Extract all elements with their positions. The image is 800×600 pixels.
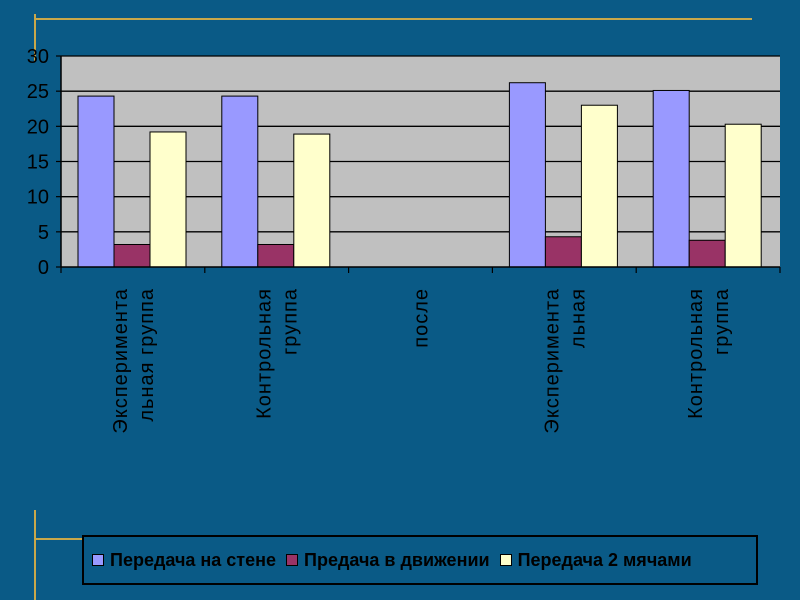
- bar: [113, 243, 151, 268]
- y-tick-label: 10: [27, 187, 49, 209]
- bar: [688, 239, 726, 268]
- x-category-label-line: группа: [711, 288, 733, 355]
- x-category-label-line: льная группа: [136, 288, 158, 422]
- y-tick-label: 30: [27, 46, 49, 68]
- x-category-label-line: Эксперимента: [110, 288, 132, 434]
- bar: [724, 123, 762, 268]
- legend-swatch: [92, 554, 104, 566]
- y-tick-labels: 0 5 10 15 20 25 30: [27, 46, 49, 279]
- bar: [508, 82, 546, 268]
- chart-legend: Передача на стене Предача в движении Пер…: [82, 535, 758, 585]
- x-category-label-line: Контрольная: [254, 288, 276, 419]
- bar: [580, 104, 618, 268]
- legend-label: Передача 2 мячами: [517, 549, 692, 570]
- bar: [221, 95, 259, 268]
- legend-item: Передача на стене: [92, 550, 276, 571]
- legend-item: Передача 2 мячами: [499, 549, 692, 571]
- y-tick-label: 0: [38, 257, 49, 279]
- bar: [149, 131, 187, 268]
- x-category-label: Эксперимента льная: [541, 288, 589, 434]
- bar: [293, 133, 331, 268]
- x-category-label-line: Эксперимента: [541, 288, 563, 434]
- decorative-top-line: [36, 18, 752, 20]
- y-tick-label: 20: [27, 116, 49, 138]
- x-category-label-line: группа: [280, 288, 302, 355]
- y-tick-label: 15: [27, 152, 49, 174]
- x-category-label: Эксперимента льная группа: [110, 288, 158, 434]
- bar: [544, 236, 582, 268]
- bar: [77, 95, 115, 268]
- bar: [257, 243, 295, 268]
- bars: [77, 82, 762, 268]
- decorative-bottom-vertical-line: [34, 510, 36, 600]
- legend-label: Предача в движении: [304, 549, 490, 570]
- x-category-labels: Эксперимента льная группа Контрольная групп…: [110, 288, 733, 434]
- y-tick-label: 5: [38, 222, 49, 244]
- axes: [56, 55, 781, 273]
- y-tick-label: 25: [27, 81, 49, 103]
- legend-item: Предача в движении: [286, 550, 490, 571]
- legend-label: Передача на стене: [110, 549, 277, 570]
- bar: [652, 89, 690, 268]
- decorative-top-vertical-line: [34, 14, 36, 62]
- x-category-label-line: Контрольная: [685, 288, 707, 419]
- x-category-label: после: [411, 288, 433, 348]
- x-category-label-line: льная: [567, 288, 589, 348]
- legend-swatch: [499, 554, 512, 566]
- legend-swatch: [286, 554, 299, 566]
- x-category-label: Контрольная группа: [254, 288, 302, 419]
- x-category-label: Контрольная группа: [685, 288, 733, 419]
- x-category-label-line: после: [411, 288, 433, 348]
